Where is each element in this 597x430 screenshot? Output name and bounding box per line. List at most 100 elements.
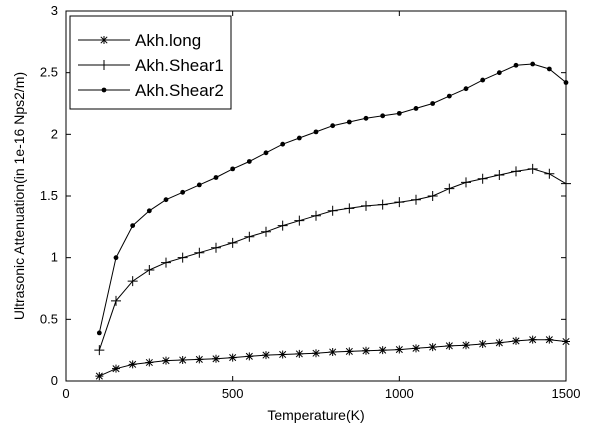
data-point bbox=[345, 347, 354, 356]
data-point bbox=[312, 349, 320, 358]
data-point bbox=[246, 159, 252, 164]
legend-marker bbox=[100, 36, 108, 44]
data-point bbox=[328, 348, 337, 357]
data-point bbox=[545, 335, 554, 344]
data-point bbox=[463, 86, 469, 92]
data-point bbox=[128, 360, 137, 369]
x-tick-label: 0 bbox=[62, 386, 69, 401]
data-point bbox=[462, 341, 470, 350]
legend-label: Akh.long bbox=[135, 31, 201, 50]
data-point bbox=[444, 183, 455, 194]
data-point bbox=[362, 346, 370, 355]
data-point bbox=[478, 340, 487, 348]
data-point bbox=[480, 77, 486, 83]
data-point bbox=[146, 208, 152, 214]
data-point bbox=[261, 226, 271, 237]
data-point bbox=[361, 200, 371, 211]
series-akh-shear2 bbox=[96, 61, 569, 336]
data-point bbox=[94, 345, 105, 356]
data-point bbox=[496, 70, 502, 76]
data-point bbox=[546, 66, 552, 72]
data-point bbox=[395, 345, 404, 354]
data-point bbox=[327, 205, 338, 216]
x-tick-label: 1000 bbox=[385, 386, 414, 401]
data-point bbox=[127, 276, 138, 287]
data-point bbox=[112, 364, 120, 373]
data-point bbox=[346, 119, 352, 125]
data-point bbox=[263, 150, 269, 156]
data-point bbox=[378, 346, 387, 355]
data-point bbox=[196, 182, 202, 188]
data-point bbox=[544, 168, 555, 179]
data-point bbox=[295, 349, 304, 358]
y-tick-label: 1 bbox=[51, 250, 58, 265]
data-point bbox=[446, 93, 452, 99]
data-point bbox=[96, 330, 102, 336]
data-point bbox=[195, 355, 204, 364]
y-tick-label: 2.5 bbox=[40, 65, 58, 80]
legend-marker bbox=[101, 87, 107, 93]
x-tick-label: 1500 bbox=[552, 386, 581, 401]
legend-label: Akh.Shear2 bbox=[135, 81, 224, 100]
data-point bbox=[145, 358, 154, 367]
data-point bbox=[245, 352, 254, 361]
data-point bbox=[294, 215, 305, 226]
series-akh-long bbox=[95, 335, 570, 381]
x-tick-label: 500 bbox=[222, 386, 244, 401]
data-point bbox=[377, 199, 388, 210]
y-tick-label: 3 bbox=[51, 3, 58, 18]
data-point bbox=[411, 194, 421, 205]
data-point bbox=[178, 356, 187, 365]
data-point bbox=[296, 135, 302, 141]
data-point bbox=[280, 141, 286, 147]
legend-item: Akh.Shear1 bbox=[78, 56, 224, 75]
data-point bbox=[311, 210, 321, 221]
y-axis-label: Ultrasonic Attenuation(in 1e-16 Nps2/m) bbox=[11, 72, 27, 320]
series-akh-shear1 bbox=[94, 163, 571, 356]
data-point bbox=[177, 252, 188, 263]
data-point bbox=[144, 265, 155, 275]
data-point bbox=[413, 106, 419, 111]
data-point bbox=[445, 341, 454, 350]
data-point bbox=[513, 62, 519, 68]
data-point bbox=[428, 343, 437, 352]
data-point bbox=[161, 257, 171, 268]
legend-box bbox=[69, 15, 232, 110]
data-point bbox=[230, 166, 236, 172]
data-point bbox=[330, 123, 336, 129]
data-point bbox=[212, 354, 220, 363]
data-point bbox=[394, 197, 405, 208]
legend-item: Akh.Shear2 bbox=[78, 81, 224, 100]
data-point bbox=[512, 336, 520, 345]
axis-ticks: 0 500 1000 1500 0 0.5 1 1.5 2 2.5 3 bbox=[40, 3, 581, 401]
data-point bbox=[162, 356, 170, 365]
legend-marker bbox=[99, 60, 109, 70]
data-point bbox=[344, 203, 355, 214]
legend-label: Akh.Shear1 bbox=[135, 56, 224, 75]
data-point bbox=[227, 237, 238, 248]
data-point bbox=[494, 170, 505, 181]
data-point bbox=[563, 80, 569, 85]
data-point bbox=[561, 178, 571, 189]
data-point bbox=[511, 166, 521, 177]
y-tick-label: 2 bbox=[51, 126, 58, 141]
data-point bbox=[95, 372, 104, 381]
y-tick-label: 0 bbox=[51, 373, 58, 388]
data-point bbox=[180, 189, 186, 195]
data-point bbox=[412, 344, 420, 353]
data-point bbox=[130, 223, 136, 229]
data-point bbox=[163, 197, 169, 203]
data-point bbox=[278, 350, 287, 359]
data-point bbox=[313, 129, 319, 135]
y-tick-label: 0.5 bbox=[40, 311, 58, 326]
data-point bbox=[111, 295, 121, 306]
y-tick-label: 1.5 bbox=[40, 188, 58, 203]
data-point bbox=[396, 110, 402, 116]
data-point bbox=[495, 338, 504, 347]
data-point bbox=[477, 173, 488, 184]
data-point bbox=[461, 177, 471, 188]
data-point bbox=[228, 353, 237, 362]
data-point bbox=[430, 101, 436, 106]
data-point bbox=[211, 242, 221, 253]
